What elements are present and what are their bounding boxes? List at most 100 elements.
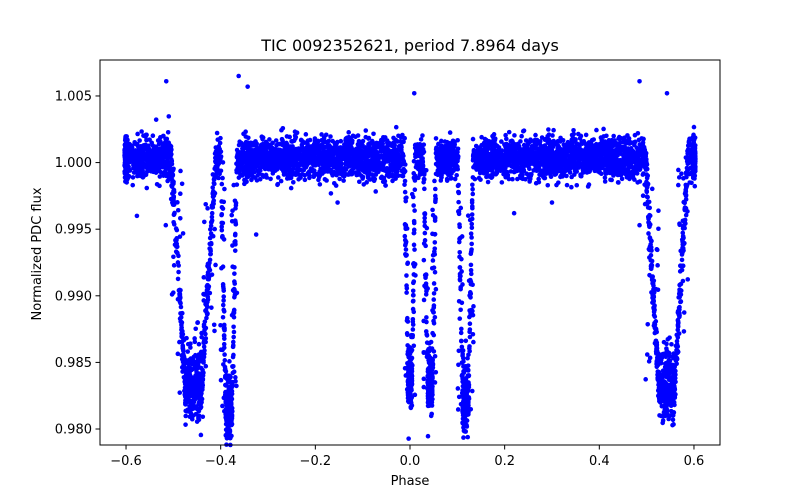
data-point: [208, 240, 214, 246]
data-point: [210, 204, 216, 210]
data-point: [616, 167, 621, 173]
data-point: [649, 290, 654, 295]
data-point: [635, 158, 641, 164]
data-point: [175, 276, 181, 282]
data-point: [183, 413, 189, 419]
data-point: [230, 344, 236, 350]
data-point: [322, 176, 328, 182]
data-point: [371, 158, 377, 164]
data-point: [533, 132, 538, 138]
data-point: [510, 176, 515, 182]
data-point: [408, 404, 414, 410]
data-point: [602, 139, 608, 144]
data-point: [258, 168, 263, 173]
data-point: [246, 165, 251, 171]
data-point: [363, 128, 369, 133]
data-point: [433, 193, 438, 199]
data-point: [422, 219, 427, 225]
data-point: [398, 143, 404, 149]
data-point: [355, 133, 361, 138]
data-point: [404, 273, 409, 278]
data-point: [677, 282, 682, 288]
data-point: [180, 345, 186, 351]
data-point: [619, 176, 625, 182]
data-point: [451, 141, 456, 147]
data-point: [243, 155, 249, 161]
data-point: [491, 132, 497, 137]
data-point: [586, 144, 592, 149]
data-point: [689, 180, 694, 186]
data-point: [411, 220, 417, 226]
data-point: [578, 173, 583, 179]
data-point: [301, 160, 306, 165]
data-point: [583, 132, 589, 138]
data-point: [569, 141, 575, 146]
data-point: [481, 166, 486, 172]
data-point: [437, 170, 442, 176]
data-point: [166, 152, 172, 158]
data-point: [355, 142, 361, 147]
data-point: [257, 176, 263, 182]
data-point: [316, 143, 322, 148]
data-point: [651, 278, 657, 283]
data-point: [637, 167, 642, 172]
data-point: [470, 182, 475, 188]
data-point: [429, 411, 435, 417]
data-point: [204, 315, 209, 321]
data-point: [570, 135, 576, 141]
data-point: [616, 180, 621, 185]
data-point: [267, 137, 272, 142]
data-point: [174, 244, 180, 250]
data-point: [165, 129, 171, 135]
data-point: [683, 197, 689, 202]
data-point: [539, 135, 545, 140]
data-point: [277, 161, 283, 166]
data-point: [680, 239, 685, 244]
data-point: [602, 175, 608, 180]
data-point: [208, 227, 213, 232]
data-point: [296, 177, 301, 182]
data-point: [465, 434, 471, 440]
data-point: [231, 324, 236, 330]
data-point: [467, 321, 473, 327]
data-point: [539, 159, 545, 164]
data-point: [477, 146, 483, 152]
data-point: [231, 334, 236, 340]
data-point: [405, 398, 411, 404]
data-point: [311, 174, 317, 180]
data-point: [196, 417, 202, 423]
data-point: [506, 176, 512, 182]
data-point: [203, 307, 209, 313]
data-point: [371, 145, 376, 151]
data-point: [412, 208, 417, 213]
data-point: [644, 175, 650, 181]
data-point: [187, 414, 193, 420]
data-point: [663, 408, 668, 413]
data-point: [439, 175, 444, 180]
data-point: [616, 134, 622, 140]
data-point: [648, 242, 653, 247]
data-point: [470, 191, 476, 197]
data-point: [422, 186, 427, 192]
data-point: [208, 251, 213, 257]
data-point: [219, 212, 224, 218]
data-point: [674, 338, 680, 344]
data-point: [675, 308, 681, 314]
data-point: [567, 158, 573, 163]
data-point: [288, 175, 294, 181]
data-point: [458, 330, 464, 336]
data-point: [144, 143, 149, 148]
data-point: [328, 191, 334, 196]
data-point: [453, 149, 458, 154]
data-point: [194, 412, 199, 417]
data-point: [337, 176, 342, 182]
data-point: [469, 198, 475, 203]
data-point: [438, 138, 444, 144]
data-point: [474, 167, 479, 172]
data-point: [529, 171, 534, 177]
data-point: [518, 139, 523, 144]
data-point: [373, 189, 379, 194]
data-point: [606, 159, 611, 165]
data-point: [447, 162, 452, 168]
